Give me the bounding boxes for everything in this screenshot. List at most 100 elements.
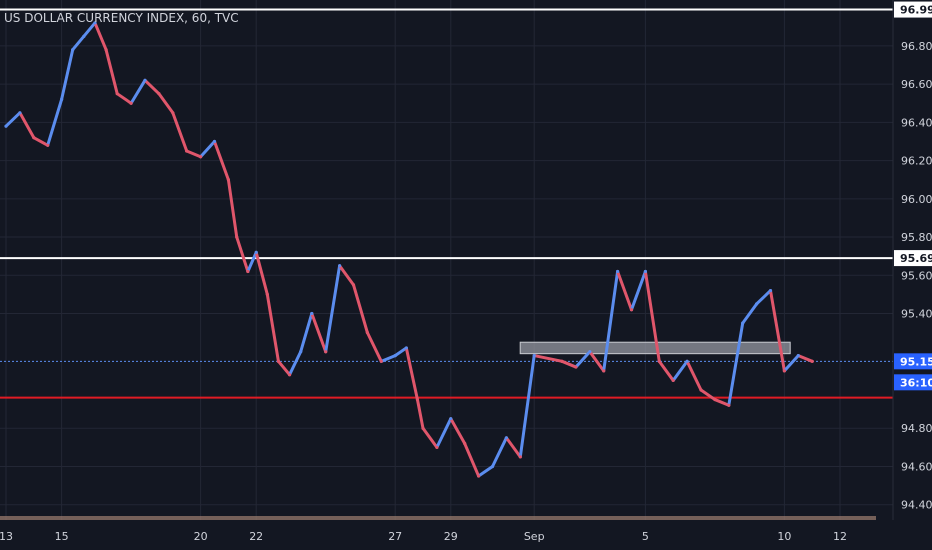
price-point xyxy=(351,283,356,287)
price-point xyxy=(768,288,773,293)
price-segment xyxy=(18,111,36,140)
price-point xyxy=(629,308,634,312)
price-segment xyxy=(435,417,453,449)
x-tick-label: 22 xyxy=(249,530,263,543)
price-point xyxy=(287,373,292,377)
level-lines xyxy=(0,8,893,399)
price-segment xyxy=(699,388,717,402)
price-segment xyxy=(404,346,419,402)
price-segment xyxy=(324,264,342,354)
price-segment xyxy=(265,292,280,363)
price-segment xyxy=(532,354,564,363)
price-segment xyxy=(477,464,494,478)
price-point xyxy=(157,92,161,96)
price-point xyxy=(415,397,420,402)
resistance-high-label: 96.99 xyxy=(900,4,932,17)
y-tick-label: 94.40 xyxy=(901,499,932,512)
price-segment xyxy=(755,289,772,306)
price-point xyxy=(235,235,239,239)
price-segment xyxy=(185,149,203,159)
current-price-label-box xyxy=(894,353,932,370)
y-tick-label: 96.20 xyxy=(901,155,932,168)
time-axis[interactable]: 13 15 20 22 27 29 Sep 5 10 12 xyxy=(0,530,847,543)
price-point xyxy=(93,21,97,25)
price-point xyxy=(518,455,522,459)
price-segment xyxy=(713,398,731,407)
price-point xyxy=(32,136,36,140)
price-point xyxy=(46,143,50,147)
price-series xyxy=(4,21,814,478)
price-point xyxy=(616,269,620,274)
price-segment xyxy=(504,436,522,459)
price-segment xyxy=(393,346,408,358)
price-point xyxy=(685,359,689,363)
price-point xyxy=(657,359,661,363)
price-point xyxy=(299,350,303,354)
price-segment xyxy=(213,139,230,182)
price-point xyxy=(18,111,22,115)
x-tick-label: 27 xyxy=(388,530,402,543)
price-point xyxy=(574,365,578,369)
price-point xyxy=(129,101,133,105)
price-segment xyxy=(421,426,439,449)
price-point xyxy=(532,353,536,358)
x-tick-label: 13 xyxy=(0,530,13,543)
x-tick-label: 12 xyxy=(833,530,847,543)
price-segment xyxy=(671,359,689,382)
price-segment xyxy=(588,350,606,373)
price-point xyxy=(588,350,592,354)
price-segment xyxy=(602,269,620,373)
price-point xyxy=(226,178,230,182)
price-point xyxy=(143,78,147,82)
price-segment xyxy=(796,354,814,363)
price-segment xyxy=(338,264,355,287)
price-segment xyxy=(741,302,759,325)
price-point xyxy=(671,378,675,383)
price-point xyxy=(393,353,397,358)
price-point xyxy=(421,426,425,430)
price-point xyxy=(338,264,342,268)
price-segment xyxy=(560,359,578,369)
price-segment xyxy=(226,178,239,239)
price-segment xyxy=(246,250,258,273)
price-segment xyxy=(727,321,745,407)
price-point xyxy=(741,321,745,325)
price-point xyxy=(713,397,717,402)
x-tick-label: 29 xyxy=(444,530,458,543)
x-tick-label: 15 xyxy=(55,530,69,543)
price-segment xyxy=(93,21,108,52)
price-segment xyxy=(352,283,369,335)
y-tick-label: 95.80 xyxy=(901,231,932,244)
price-point xyxy=(199,155,203,159)
price-segment xyxy=(254,250,269,296)
price-point xyxy=(276,359,281,363)
price-point xyxy=(810,359,814,363)
x-tick-label: 10 xyxy=(777,530,791,543)
price-segment xyxy=(171,111,189,153)
price-segment xyxy=(288,350,303,377)
x-tick-label: 20 xyxy=(194,530,208,543)
price-segment xyxy=(60,48,75,101)
price-point xyxy=(82,34,86,38)
price-segment xyxy=(463,442,481,478)
resistance-mid-label: 95.69 xyxy=(900,252,932,265)
price-segment xyxy=(129,78,147,105)
price-segment xyxy=(574,350,592,369)
y-tick-label: 96.40 xyxy=(901,116,932,129)
bottom-scroll-band[interactable] xyxy=(0,516,876,520)
price-segment xyxy=(782,354,800,373)
y-tick-label: 94.80 xyxy=(901,422,932,435)
y-tick-label: 95.60 xyxy=(901,269,932,282)
price-axis[interactable]: 96.80 96.60 96.40 96.20 96.00 95.80 95.60 95.40… xyxy=(894,1,932,512)
price-point xyxy=(490,464,495,469)
price-segment xyxy=(46,97,64,147)
price-point xyxy=(324,350,328,354)
price-segment xyxy=(104,48,119,96)
price-point xyxy=(699,388,703,392)
price-point xyxy=(435,445,439,449)
price-point xyxy=(477,474,481,478)
price-point xyxy=(104,48,108,52)
chart-title: US DOLLAR CURRENCY INDEX, 60, TVC xyxy=(4,11,239,25)
